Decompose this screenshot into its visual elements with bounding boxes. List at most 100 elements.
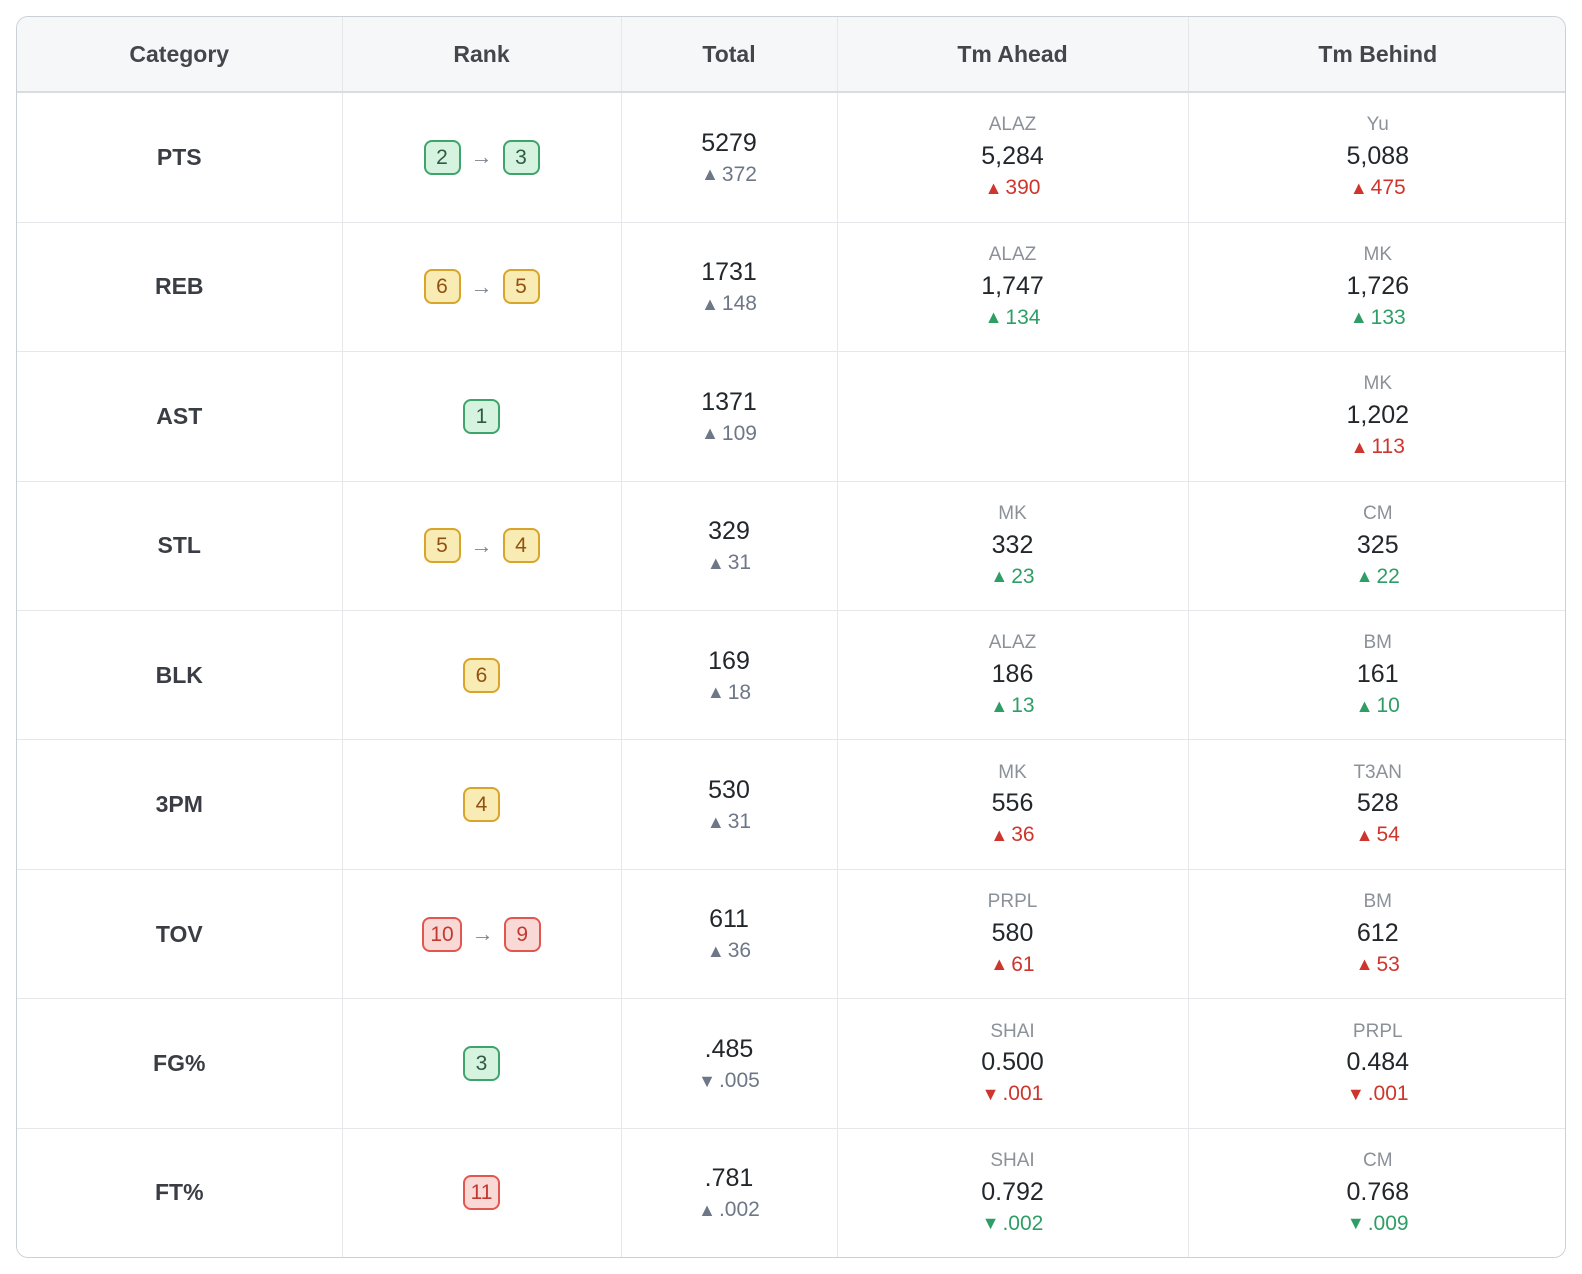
- delta-amount: .002: [718, 1198, 760, 1222]
- team-abbr: PRPL: [987, 891, 1038, 913]
- rank-change: 3: [344, 1046, 620, 1081]
- rank-change: 11: [344, 1175, 620, 1211]
- total-value: 329: [708, 517, 750, 546]
- delta-amount: 113: [1371, 435, 1405, 459]
- delta-amount: 31: [727, 551, 752, 575]
- stat-value: 580: [991, 918, 1034, 947]
- delta-arrow-icon: ▼: [981, 1083, 1000, 1104]
- rank-badge-from: 6: [463, 657, 500, 693]
- team-abbr: SHAI: [990, 1149, 1035, 1171]
- delta-arrow-icon: ▲: [1355, 695, 1374, 716]
- table-row: FG% 3 .485 ▼ .005 SHAI 0.500: [17, 998, 1565, 1129]
- delta-amount: 36: [727, 939, 752, 963]
- tm-behind-cell: MK 1,202 ▲ 113: [1187, 351, 1565, 482]
- tm-ahead-stat: ALAZ 1,747 ▲ 134: [839, 244, 1187, 330]
- tm-ahead-cell: ALAZ 1,747 ▲ 134: [836, 221, 1188, 352]
- tm-ahead-stat: PRPL 580 ▲ 61: [839, 891, 1187, 977]
- total-value: 611: [709, 905, 749, 934]
- stat-value: 0.500: [981, 1048, 1044, 1077]
- team-abbr: ALAZ: [988, 243, 1037, 265]
- delta-arrow-icon: ▲: [1349, 177, 1368, 198]
- total-cell: .781 ▲ .002: [620, 1127, 837, 1257]
- stat-value: 612: [1356, 918, 1399, 947]
- delta-amount: 372: [721, 162, 757, 186]
- category-cell: TOV: [17, 868, 342, 999]
- stat-value: 556: [991, 789, 1034, 818]
- total-stat: 611 ▲ 36: [623, 904, 836, 963]
- stat-delta: ▼ .002: [982, 1211, 1044, 1236]
- table-row: BLK 6 169 ▲ 18 ALAZ 186 ▲: [17, 609, 1565, 740]
- stat-value: 5,284: [981, 142, 1044, 171]
- team-abbr: PRPL: [1352, 1020, 1403, 1042]
- delta-arrow-icon: ▲: [701, 423, 719, 444]
- stat-delta: ▲ 23: [990, 564, 1034, 589]
- rank-arrow-icon: →: [471, 921, 494, 947]
- total-delta: ▲ .002: [698, 1197, 760, 1222]
- total-cell: 5279 ▲ 372: [620, 92, 837, 223]
- category-label: 3PM: [155, 791, 203, 818]
- tm-behind-cell: PRPL 0.484 ▼ .001: [1187, 998, 1565, 1129]
- delta-amount: .001: [1367, 1082, 1409, 1106]
- table-row: PTS 2 → 3 5279 ▲ 372 ALAZ 5,284: [17, 92, 1565, 223]
- total-value: 5279: [701, 128, 757, 157]
- stat-delta: ▲ 113: [1351, 434, 1405, 459]
- team-abbr: ALAZ: [988, 632, 1037, 654]
- category-cell: STL: [17, 480, 342, 611]
- rank-badge-to: 9: [503, 916, 541, 952]
- category-rank-card: Category Rank Total Tm Ahead Tm Behind P…: [16, 16, 1566, 1258]
- total-delta: ▲ 18: [707, 680, 751, 705]
- delta-arrow-icon: ▲: [1350, 436, 1369, 457]
- rank-cell: 2 → 3: [341, 92, 621, 223]
- delta-arrow-icon: ▲: [990, 695, 1009, 716]
- rank-change: 10 → 9: [344, 916, 620, 952]
- tm-ahead-cell: MK 332 ▲ 23: [836, 480, 1188, 611]
- total-stat: 530 ▲ 31: [623, 775, 836, 834]
- delta-arrow-icon: ▼: [981, 1213, 1000, 1234]
- rank-badge-to: 4: [502, 528, 540, 564]
- rank-change: 6 → 5: [344, 269, 620, 305]
- team-abbr: MK: [1363, 243, 1393, 265]
- rank-arrow-icon: →: [470, 144, 493, 170]
- team-abbr: SHAI: [990, 1020, 1035, 1042]
- stat-value: 325: [1356, 530, 1399, 559]
- tm-ahead-cell: PRPL 580 ▲ 61: [836, 868, 1188, 999]
- delta-amount: 22: [1376, 564, 1400, 588]
- tm-behind-cell: BM 612 ▲ 53: [1187, 868, 1565, 999]
- tm-behind-stat: T3AN 528 ▲ 54: [1190, 761, 1566, 848]
- delta-amount: 53: [1376, 952, 1400, 976]
- category-cell: AST: [17, 351, 342, 482]
- delta-amount: 134: [1005, 305, 1041, 329]
- category-cell: FG%: [17, 998, 342, 1129]
- stat-value: 1,747: [981, 271, 1044, 300]
- total-delta: ▲ 36: [707, 938, 751, 963]
- stat-delta: ▲ 53: [1356, 952, 1400, 977]
- rank-badge-from: 10: [422, 916, 462, 952]
- rank-badge-from: 4: [463, 787, 500, 823]
- tm-ahead-cell: ALAZ 5,284 ▲ 390: [836, 92, 1188, 223]
- table-header: Category Rank Total Tm Ahead Tm Behind: [17, 17, 1565, 93]
- rank-badge-from: 2: [423, 139, 461, 175]
- team-abbr: T3AN: [1353, 761, 1403, 783]
- stat-delta: ▲ 390: [985, 175, 1041, 200]
- stat-delta: ▲ 54: [1356, 822, 1400, 847]
- stat-value: 0.484: [1346, 1048, 1410, 1077]
- rank-cell: 6 → 5: [341, 221, 621, 352]
- total-value: 530: [708, 776, 750, 805]
- total-value: 169: [708, 646, 750, 675]
- delta-amount: .001: [1002, 1082, 1044, 1106]
- tm-behind-cell: MK 1,726 ▲ 133: [1187, 221, 1565, 352]
- delta-arrow-icon: ▼: [698, 1070, 716, 1091]
- delta-amount: 10: [1376, 693, 1400, 717]
- team-abbr: MK: [998, 761, 1027, 783]
- delta-amount: 31: [727, 810, 752, 834]
- category-rank-table: Category Rank Total Tm Ahead Tm Behind P…: [17, 17, 1566, 1257]
- total-cell: 169 ▲ 18: [620, 609, 837, 740]
- total-cell: 329 ▲ 31: [620, 480, 837, 611]
- column-header-total: Total: [620, 17, 837, 93]
- stat-value: 5,088: [1346, 142, 1410, 171]
- category-cell: PTS: [17, 92, 342, 223]
- rank-badge-from: 6: [423, 269, 461, 305]
- stat-value: 161: [1356, 659, 1399, 688]
- total-delta: ▲ 372: [701, 162, 757, 187]
